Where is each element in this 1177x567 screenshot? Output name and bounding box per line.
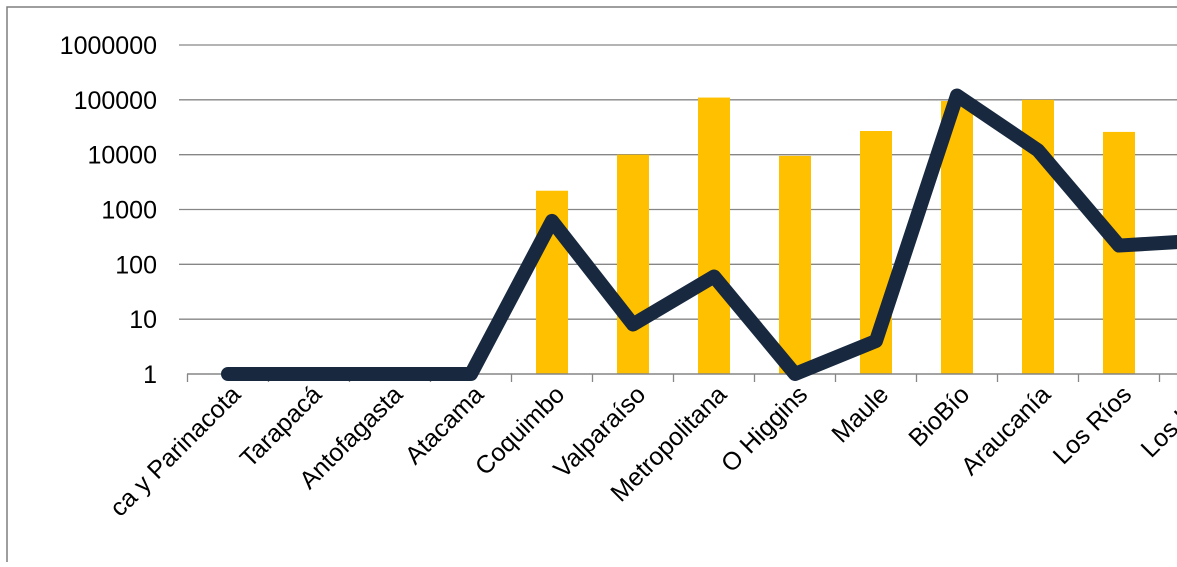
y-tick-label: 100 [115, 251, 157, 279]
y-tick-label: 100000 [74, 87, 157, 115]
y-axis-labels: 1 10 100 1000 10000 100000 1000000 [60, 32, 157, 389]
y-tick-label: 1 [143, 361, 157, 389]
y-tick-label: 1000 [101, 197, 157, 225]
bar [698, 97, 730, 375]
plot-border [6, 6, 1177, 567]
bar [1103, 131, 1135, 374]
line-path [221, 88, 1177, 381]
line-series [221, 88, 1177, 381]
bar [779, 155, 811, 374]
gridlines [179, 44, 1177, 320]
y-tick-label: 10000 [87, 142, 157, 170]
bar [617, 154, 649, 374]
y-tick-label: 10 [129, 306, 157, 334]
y-tick-label: 1000000 [60, 32, 157, 60]
